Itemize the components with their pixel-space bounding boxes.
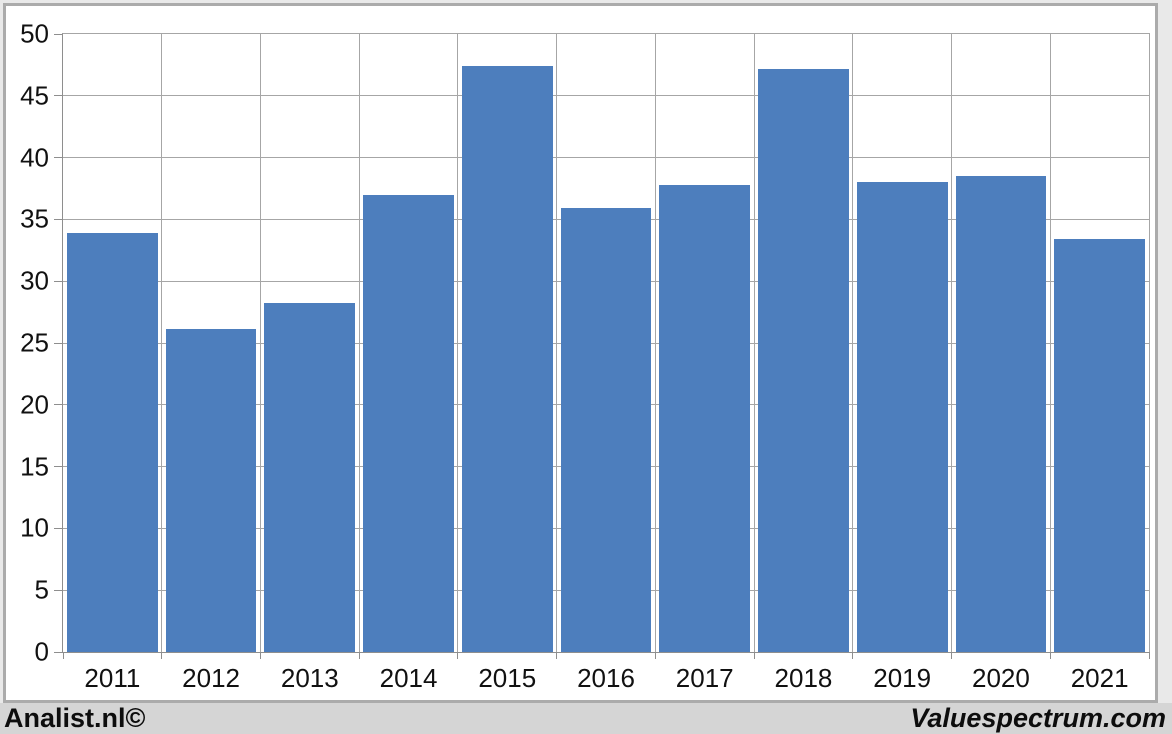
- y-axis-label: 40: [20, 142, 49, 173]
- h-gridline: [63, 95, 1149, 97]
- bar: [955, 176, 1047, 652]
- v-gridline: [358, 34, 360, 652]
- bar: [67, 233, 158, 652]
- y-axis-label: 35: [20, 203, 49, 234]
- x-axis-label: 2020: [971, 663, 1030, 693]
- bar: [856, 182, 948, 652]
- v-gridline: [852, 34, 854, 652]
- footer-bar: Analist.nl© Valuespectrum.com: [0, 703, 1172, 734]
- y-axis-label: 45: [20, 80, 49, 111]
- x-axis-tick: [951, 652, 953, 659]
- x-axis-tick: [852, 652, 854, 659]
- bar: [659, 184, 751, 652]
- x-axis-tick: [556, 652, 558, 659]
- bar: [1054, 239, 1145, 652]
- x-axis-label: 2014: [379, 663, 438, 693]
- x-axis-tick: [457, 652, 459, 659]
- x-axis-label: 2021: [1070, 663, 1129, 693]
- y-axis-tick: [54, 466, 63, 468]
- valuespectrum-credit: Valuespectrum.com: [910, 703, 1166, 733]
- y-axis-tick: [54, 342, 63, 344]
- bar: [758, 68, 849, 652]
- y-axis-tick: [54, 589, 63, 591]
- y-axis-label: 50: [20, 18, 49, 49]
- x-axis-label: 2016: [577, 663, 635, 693]
- v-gridline: [753, 34, 755, 652]
- x-axis-tick: [358, 652, 360, 659]
- v-gridline: [161, 34, 163, 652]
- y-axis-tick: [54, 404, 63, 406]
- v-gridline: [457, 34, 459, 652]
- v-gridline: [951, 34, 953, 652]
- y-axis-tick: [54, 651, 63, 653]
- y-axis-label: 5: [34, 574, 49, 605]
- x-axis-label: 2017: [675, 663, 734, 693]
- y-axis-tick: [54, 218, 63, 220]
- v-gridline: [1049, 34, 1051, 652]
- y-axis-tick: [54, 33, 63, 35]
- x-axis-tick: [62, 652, 64, 659]
- y-axis-label: 30: [20, 265, 49, 296]
- bar: [560, 208, 652, 652]
- y-axis-label: 25: [20, 327, 49, 358]
- bar: [461, 66, 553, 652]
- v-gridline: [259, 34, 261, 652]
- y-axis-label: 15: [20, 451, 49, 482]
- x-axis-label: 2019: [873, 663, 932, 693]
- x-axis-tick: [1049, 652, 1051, 659]
- x-axis-label: 2013: [280, 663, 339, 693]
- plot-area: 0 5 10 15 20 25 30 35 40 45 50 2011 2012 2013 2014 2015…: [20, 19, 1150, 693]
- bar: [363, 194, 454, 652]
- h-gridline: [63, 157, 1149, 159]
- y-axis-label: 20: [20, 389, 49, 420]
- analist-credit: Analist.nl©: [4, 703, 146, 733]
- y-axis-label: 0: [34, 636, 49, 667]
- chart-panel: 0 5 10 15 20 25 30 35 40 45 50 2011 2012 2013 2014 2015…: [3, 3, 1158, 703]
- x-axis-label: 2012: [182, 663, 240, 693]
- x-axis-tick: [259, 652, 261, 659]
- x-axis-tick: [753, 652, 755, 659]
- bar: [264, 303, 356, 652]
- x-axis-label: 2015: [478, 663, 537, 693]
- x-axis-tick: [161, 652, 163, 659]
- y-axis-tick: [54, 527, 63, 529]
- bar: [165, 329, 257, 652]
- y-axis-tick: [54, 95, 63, 97]
- v-gridline: [556, 34, 558, 652]
- v-gridline: [654, 34, 656, 652]
- x-axis-label: 2011: [84, 663, 141, 693]
- y-axis-tick: [54, 280, 63, 282]
- y-axis-tick: [54, 157, 63, 159]
- x-axis-label: 2018: [774, 663, 833, 693]
- y-axis-label: 10: [20, 512, 49, 543]
- x-axis-tick: [1148, 652, 1150, 659]
- x-axis-tick: [654, 652, 656, 659]
